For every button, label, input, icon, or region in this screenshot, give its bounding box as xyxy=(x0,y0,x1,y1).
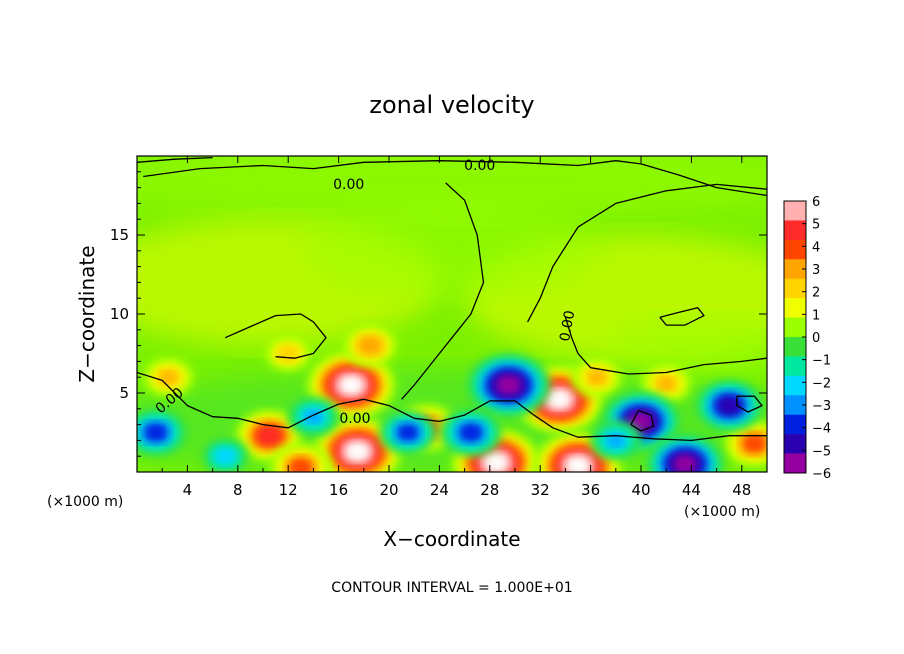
colorbar-swatch-7 xyxy=(784,337,806,357)
x-tick-label-28: 28 xyxy=(480,481,499,499)
zero-contour-5 xyxy=(564,317,767,375)
positive-anomaly-6 xyxy=(640,363,692,404)
contour-label-0: 0.00 xyxy=(333,177,364,193)
zero-contour-0 xyxy=(143,160,767,197)
colorbar-swatch-10 xyxy=(784,395,806,416)
colorbar-swatch-6 xyxy=(784,317,806,338)
colorbar-tick-label-12: −6 xyxy=(812,467,831,482)
colorbar-swatch-13 xyxy=(784,453,806,474)
positive-anomaly-10 xyxy=(265,335,312,372)
x-tick-label-44: 44 xyxy=(682,481,701,499)
contour-interval-note: CONTOUR INTERVAL = 1.000E+01 xyxy=(331,580,572,596)
plot-area: 0.000.000.000.000.00 xyxy=(136,155,768,473)
contour-lines xyxy=(137,156,767,442)
colorbar-swatch-12 xyxy=(784,434,806,454)
negative-anomaly-16 xyxy=(379,410,437,455)
x-axis: 4 8 12 16 20 24 28 32 36 40 44 48 xyxy=(161,156,768,499)
field-band-3 xyxy=(300,203,604,299)
colorbar-swatch-9 xyxy=(784,375,806,396)
positive-anomaly-2 xyxy=(313,417,402,472)
negative-anomaly-22 xyxy=(202,438,249,472)
colorbar-tick-label-5: 1 xyxy=(812,308,820,323)
x-tick-label-8: 8 xyxy=(233,481,243,499)
colorbar-swatch-2 xyxy=(784,239,806,260)
x-tick-label-12: 12 xyxy=(279,481,298,499)
positive-anomaly-13 xyxy=(269,443,332,472)
negative-anomaly-18 xyxy=(646,434,724,472)
x-tick-label-20: 20 xyxy=(379,481,398,499)
colorbar-tick-label-2: 4 xyxy=(812,240,820,255)
colorbar: 6 5 4 3 2 1 0 −1 −2 −3 −4 −5 −6 xyxy=(783,195,831,482)
colorbar-tick-label-8: −2 xyxy=(812,376,831,391)
colorbar-swatch-0 xyxy=(784,201,806,221)
x-unit-label-left: (×1000 m) xyxy=(47,494,123,510)
y-tick-label-10: 10 xyxy=(110,305,129,323)
zero-contour-2 xyxy=(401,182,485,400)
contour-labels: 0.000.000.000.000.00 xyxy=(153,158,579,427)
zero-contour-3 xyxy=(137,371,767,442)
negative-anomaly-15 xyxy=(439,408,502,457)
y-tick-label-5: 5 xyxy=(119,384,129,402)
colorbar-tick-label-3: 3 xyxy=(812,263,820,278)
colorbar-swatch-11 xyxy=(784,414,806,435)
colorbar-swatch-3 xyxy=(784,259,806,280)
velocity-features xyxy=(137,325,767,472)
positive-anomaly-1 xyxy=(343,325,397,366)
x-tick-label-24: 24 xyxy=(430,481,449,499)
x-tick-label-32: 32 xyxy=(531,481,550,499)
colorbar-tick-label-0: 6 xyxy=(812,195,820,210)
negative-anomaly-23 xyxy=(590,420,642,460)
negative-anomaly-20 xyxy=(137,408,187,457)
x-tick-label-40: 40 xyxy=(631,481,650,499)
x-tick-label-16: 16 xyxy=(329,481,348,499)
zero-contour-7 xyxy=(736,395,763,413)
colorbar-tick-label-10: −4 xyxy=(812,422,831,437)
colorbar-tick-label-6: 0 xyxy=(812,331,820,346)
colorbar-tick-label-7: −1 xyxy=(812,354,831,369)
colorbar-swatch-5 xyxy=(784,298,806,318)
zero-contour-1 xyxy=(527,183,767,323)
positive-anomaly-11 xyxy=(571,357,623,397)
y-tick-label-15: 15 xyxy=(110,226,129,244)
zero-contour-6 xyxy=(630,409,655,432)
contour-label-2: 0.00 xyxy=(557,309,578,342)
field-band-0 xyxy=(137,156,767,220)
colorbar-tick-label-1: 5 xyxy=(812,218,820,233)
colorbar-swatch-1 xyxy=(784,220,806,241)
y-axis: 5 10 15 xyxy=(110,171,767,457)
negative-anomaly-19 xyxy=(695,380,763,432)
x-axis-title: X−coordinate xyxy=(383,527,520,551)
negative-anomaly-21 xyxy=(287,397,340,437)
x-tick-label-48: 48 xyxy=(732,481,751,499)
x-tick-label-4: 4 xyxy=(183,481,193,499)
chart-title: zonal velocity xyxy=(369,91,534,119)
zero-contour-8 xyxy=(659,307,705,326)
field-band-5 xyxy=(603,314,767,378)
zero-contour-4 xyxy=(224,313,327,359)
zero-contour-9 xyxy=(137,156,213,163)
negative-anomaly-14 xyxy=(467,353,551,417)
colorbar-tick-label-9: −3 xyxy=(812,399,831,414)
colorbar-tick-label-4: 2 xyxy=(812,286,820,301)
positive-anomaly-9 xyxy=(142,357,195,397)
contour-label-1: 0.00 xyxy=(464,158,495,174)
positive-anomaly-0 xyxy=(307,351,396,419)
colorbar-swatch-8 xyxy=(784,356,806,377)
contour-label-3: 0.00 xyxy=(339,411,370,427)
y-axis-title: Z−coordinate xyxy=(75,245,99,382)
x-unit-label-right: (×1000 m) xyxy=(684,504,760,520)
x-tick-label-36: 36 xyxy=(581,481,600,499)
colorbar-tick-label-11: −5 xyxy=(812,444,831,459)
colorbar-swatch-4 xyxy=(784,278,806,299)
